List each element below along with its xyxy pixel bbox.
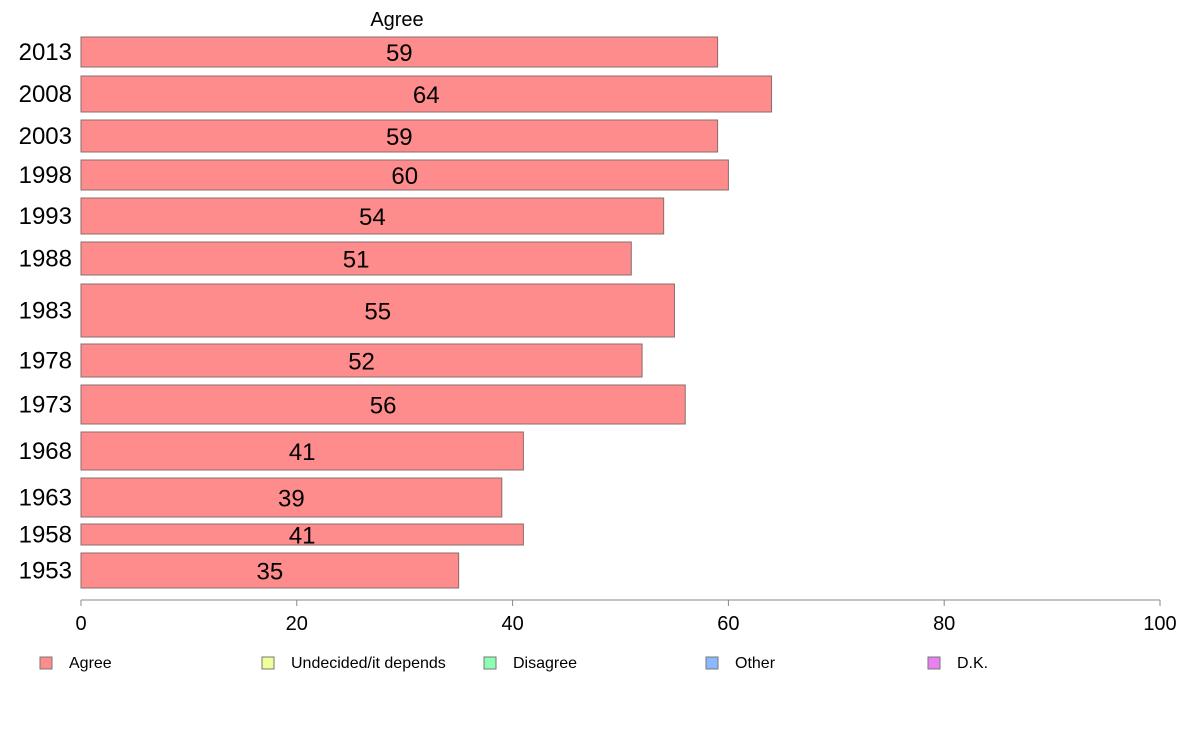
year-label-1998: 1998 [19, 162, 72, 189]
value-label-1978: 52 [348, 349, 375, 376]
year-label-2008: 2008 [19, 81, 72, 108]
legend-label-disagree: Disagree [513, 655, 577, 672]
year-label-1983: 1983 [19, 298, 72, 325]
x-tick-label-100: 100 [1143, 613, 1176, 635]
legend-label-undecided-it-depends: Undecided/it depends [291, 655, 446, 672]
value-label-1958: 41 [289, 523, 316, 550]
year-label-1988: 1988 [19, 246, 72, 273]
legend: Agree Undecided/it depends Disagree Other D.… [39, 655, 988, 672]
value-label-1953: 35 [256, 559, 283, 586]
bar-1978 [80, 343, 643, 378]
value-label-1983: 55 [364, 299, 391, 326]
value-label-1968: 41 [289, 439, 316, 466]
x-tick-label-80: 80 [933, 613, 955, 635]
bar-1998 [80, 159, 729, 191]
year-label-1973: 1973 [19, 392, 72, 419]
year-label-1953: 1953 [19, 558, 72, 585]
year-label-2003: 2003 [19, 123, 72, 150]
legend-swatch-other [705, 656, 719, 670]
legend-label-other: Other [735, 655, 776, 672]
bar-2013 [80, 36, 719, 68]
legend-swatch-disagree [483, 656, 497, 670]
value-label-1998: 60 [391, 163, 418, 190]
value-label-1993: 54 [359, 204, 386, 231]
bar-1993 [80, 197, 665, 235]
value-label-2008: 64 [413, 82, 440, 109]
year-label-1978: 1978 [19, 348, 72, 375]
value-label-1973: 56 [370, 393, 397, 420]
year-label-2013: 2013 [19, 39, 72, 66]
bar-2003 [80, 119, 719, 153]
bar-1963 [80, 477, 503, 518]
value-label-1988: 51 [343, 247, 370, 274]
bar-1958 [80, 523, 524, 546]
year-label-1993: 1993 [19, 203, 72, 230]
x-axis: 0 20 40 60 80 100 [75, 599, 1177, 635]
bar-1973 [80, 384, 686, 425]
legend-swatch-undecided-it-depends [261, 656, 275, 670]
bars-layer [80, 36, 773, 589]
value-label-1963: 39 [278, 486, 305, 513]
legend-label-agree: Agree [69, 655, 112, 672]
year-label-1958: 1958 [19, 522, 72, 549]
x-tick-label-0: 0 [75, 613, 86, 635]
legend-label-d-k-: D.K. [957, 655, 988, 672]
chart-title: Agree [370, 9, 423, 31]
value-label-2013: 59 [386, 40, 413, 67]
bar-1988 [80, 241, 632, 276]
bar-1953 [80, 552, 460, 589]
legend-swatch-agree [39, 656, 53, 670]
x-tick-label-20: 20 [286, 613, 308, 635]
bar-1968 [80, 431, 524, 471]
x-tick-label-40: 40 [501, 613, 523, 635]
year-label-1963: 1963 [19, 485, 72, 512]
bar-2008 [80, 75, 773, 113]
x-tick-label-60: 60 [717, 613, 739, 635]
bar-1983 [80, 283, 675, 338]
year-labels: 2013 2008 2003 1998 1993 1988 1983 1978 1973 1968… [19, 39, 72, 585]
legend-swatch-d-k- [927, 656, 941, 670]
year-label-1968: 1968 [19, 438, 72, 465]
value-label-2003: 59 [386, 124, 413, 151]
